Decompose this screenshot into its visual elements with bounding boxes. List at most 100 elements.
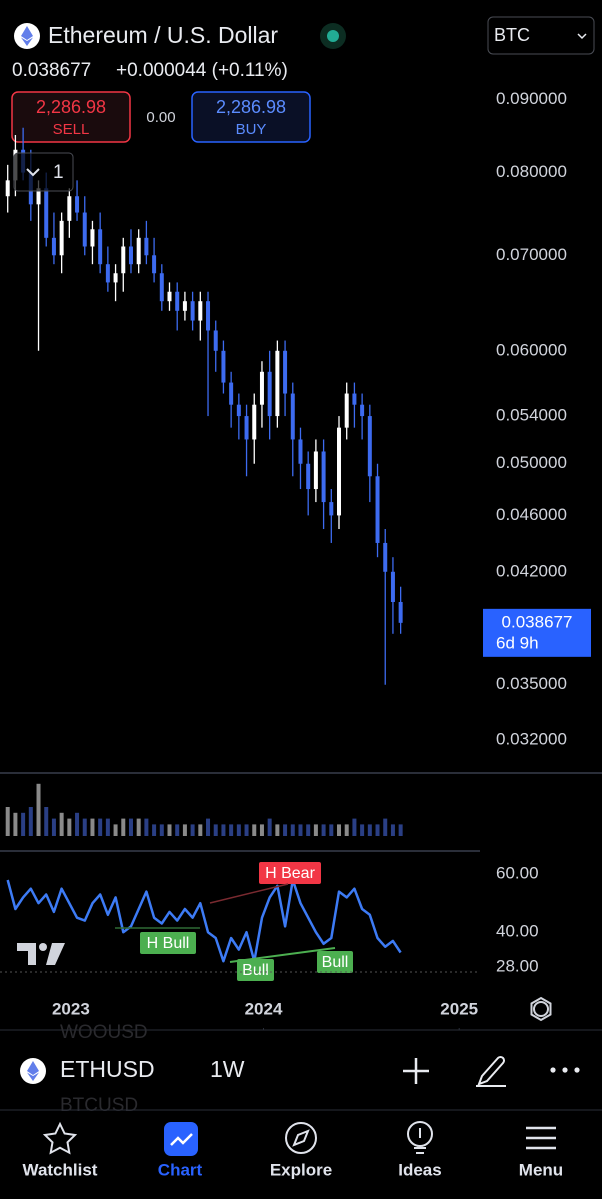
volume-bar (367, 824, 372, 836)
volume-bar (329, 824, 334, 836)
watchlist-icon[interactable] (42, 1121, 78, 1155)
candle-body (283, 350, 288, 394)
volume-bar (51, 818, 56, 836)
y-tick-label: 0.054000 (496, 406, 567, 425)
interval-button[interactable] (13, 152, 74, 192)
annotation-label: H Bull (147, 935, 190, 952)
volume-bar (198, 824, 203, 836)
sell-price: 2,286.98 (36, 97, 106, 117)
currency-select[interactable] (487, 16, 595, 55)
y-tick-label: 0.032000 (496, 730, 567, 749)
x-tick-label: 2025 (440, 999, 478, 1018)
candle-body (244, 416, 249, 440)
nav-label[interactable]: Ideas (398, 1160, 441, 1179)
candle-body (159, 273, 164, 302)
x-tick-label: 2024 (245, 999, 283, 1018)
nav-label[interactable]: Watchlist (23, 1160, 98, 1179)
volume-bar (337, 824, 342, 836)
candle-body (167, 291, 172, 302)
menu-icon[interactable] (526, 1126, 556, 1150)
interval-count: 1 (53, 162, 64, 183)
draw-button[interactable] (476, 1055, 506, 1087)
volume-bar (136, 818, 141, 836)
nav-label[interactable]: Menu (519, 1160, 563, 1179)
candle-body (344, 393, 349, 428)
candle-body (252, 404, 257, 440)
chart-icon[interactable] (164, 1122, 198, 1156)
y-tick-label: 0.070000 (496, 245, 567, 264)
volume-bar (375, 824, 380, 836)
volume-bar (229, 824, 234, 836)
sell-button[interactable] (11, 91, 131, 143)
price-label-value: 0.038677 (502, 612, 573, 631)
candle-body (375, 476, 380, 543)
toolbar-interval[interactable]: 1W (210, 1056, 245, 1082)
explore-icon-glyph (292, 1129, 310, 1147)
rsi-line (6, 878, 402, 963)
symbol-title: Ethereum / U.S. Dollar (48, 22, 278, 48)
volume-bar (5, 807, 10, 836)
volume-bar (290, 824, 295, 836)
y-tick-label: 28.00 (496, 956, 539, 975)
volume-bar (75, 812, 80, 836)
nav-label[interactable]: Explore (270, 1160, 332, 1179)
price-plot: 0.032000 0.035000 0.042000 0.046000 0.050000… (5, 89, 591, 1030)
settings-icon-outline (530, 996, 552, 1022)
eth-icon-glyph (27, 1061, 39, 1081)
volume-bar (144, 818, 149, 836)
explore-icon[interactable] (285, 1122, 317, 1154)
price-change: +0.000044 (+0.11%) (116, 60, 288, 81)
annotation-box (259, 862, 321, 884)
volume-bar (67, 818, 72, 836)
candle-body (5, 180, 10, 197)
x-tick-label: 2023 (52, 999, 90, 1018)
toolbar-symbol[interactable]: ETHUSD (60, 1056, 155, 1082)
volume-bar (221, 824, 226, 836)
y-tick-label: 0.080000 (496, 162, 567, 181)
add-button[interactable] (403, 1058, 429, 1084)
candle-body (329, 502, 334, 516)
candle-body (113, 273, 118, 283)
volume-bar (267, 818, 272, 836)
candle-body (367, 416, 372, 477)
candle-body (213, 330, 218, 351)
volume-bar (252, 824, 257, 836)
candle-body (128, 246, 133, 265)
annotation-box (140, 932, 196, 954)
y-tick-label: 0.050000 (496, 453, 567, 472)
candle-body (144, 237, 149, 256)
volume-bar (159, 824, 164, 836)
nav-label[interactable]: Chart (158, 1160, 203, 1179)
annotation-label: Bull (242, 962, 269, 979)
candle-body (206, 301, 211, 331)
ideas-icon-glyph (414, 1128, 426, 1154)
divergence-line (229, 947, 336, 963)
candle-body (221, 350, 226, 383)
volume-bar (360, 824, 365, 836)
candle-body (337, 427, 342, 516)
volume-bar (105, 818, 110, 836)
market-status-dot (327, 30, 339, 42)
volume-bar (121, 818, 126, 836)
volume-bar (306, 824, 311, 836)
candle-body (182, 301, 187, 311)
y-tick-label: 0.090000 (496, 89, 567, 108)
volume-bar (206, 818, 211, 836)
tradingview-logo (17, 943, 65, 965)
volume-bar (152, 824, 157, 836)
candle-body (90, 229, 95, 247)
volume-bar (90, 818, 95, 836)
volume-bar (21, 812, 26, 836)
buy-button[interactable] (191, 91, 311, 143)
volume-bar (128, 818, 133, 836)
settings-icon[interactable] (533, 1001, 549, 1017)
annotation-box (237, 959, 274, 981)
more-button[interactable] (550, 1067, 580, 1073)
volume-bar (398, 824, 403, 836)
candle-body (75, 196, 80, 213)
candle-body (152, 255, 157, 274)
divergence-line (209, 883, 289, 904)
ideas-icon[interactable] (407, 1121, 433, 1147)
